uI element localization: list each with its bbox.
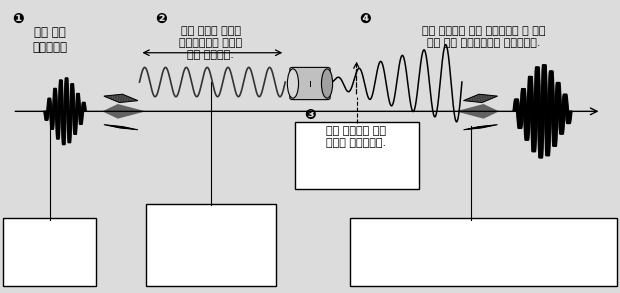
Text: ❸: ❸ <box>304 108 316 122</box>
Ellipse shape <box>288 69 298 98</box>
Polygon shape <box>102 104 146 119</box>
FancyBboxPatch shape <box>146 204 276 286</box>
FancyBboxPatch shape <box>3 218 96 286</box>
Text: ❹: ❹ <box>360 12 371 26</box>
Text: ❶: ❶ <box>12 12 24 26</box>
Polygon shape <box>104 125 138 130</box>
Text: 다시 압축하면 원래 레이저보다 더 짧고
훨씬 강한 레이저펄스가 만들어진다.: 다시 압축하면 원래 레이저보다 더 짧고 훨씬 강한 레이저펄스가 만들어진다… <box>422 26 546 48</box>
Text: 이후 증폭기를 통해
진폭을 크게늘린다.: 이후 증폭기를 통해 진폭을 크게늘린다. <box>327 126 386 148</box>
FancyBboxPatch shape <box>290 67 330 100</box>
FancyBboxPatch shape <box>350 218 617 286</box>
Text: 짧고 강한
레이저펄스: 짧고 강한 레이저펄스 <box>32 26 67 54</box>
Polygon shape <box>464 125 497 130</box>
Ellipse shape <box>321 69 332 98</box>
Polygon shape <box>464 94 497 103</box>
Text: ❷: ❷ <box>155 12 167 26</box>
Text: 특수 장비를 활용해
레이저펄스를 가로로
길게 확장한다.: 특수 장비를 활용해 레이저펄스를 가로로 길게 확장한다. <box>179 26 242 59</box>
FancyBboxPatch shape <box>294 122 419 189</box>
Polygon shape <box>104 94 138 103</box>
Polygon shape <box>456 104 499 119</box>
